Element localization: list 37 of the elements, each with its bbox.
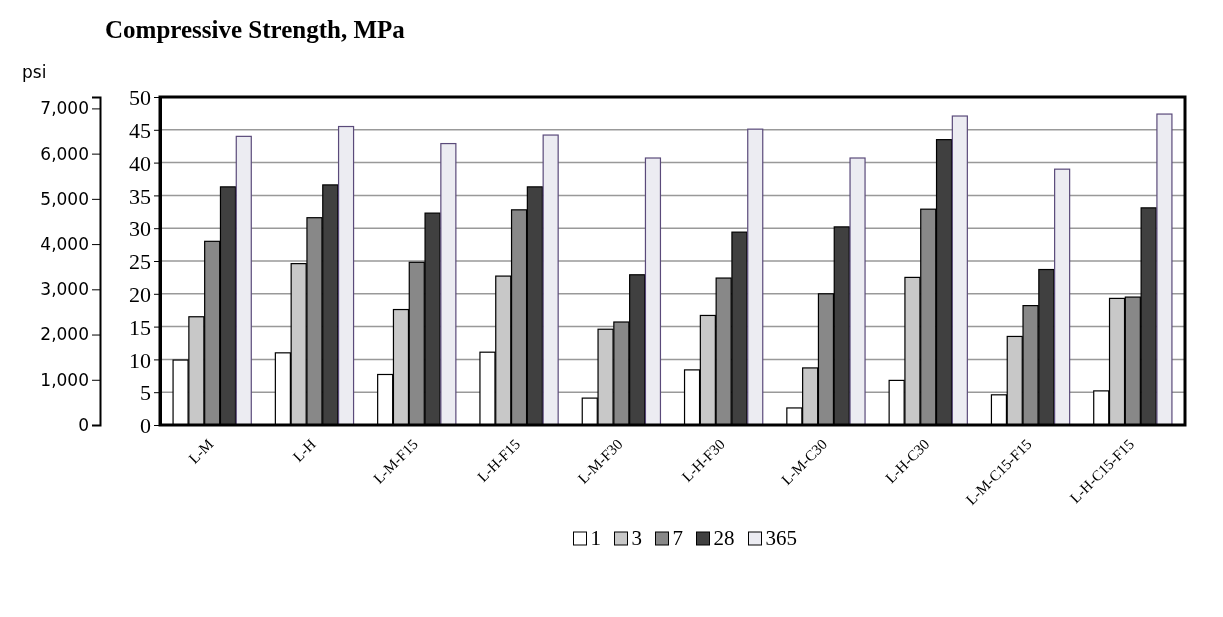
y2-tick-label: 0 (78, 414, 89, 435)
y2-tick-label: 1,000 (40, 369, 89, 390)
y-tick-label: 30 (129, 216, 151, 242)
y2-tick-label: 5,000 (40, 188, 89, 209)
legend-label: 1 (590, 526, 601, 550)
bar (1156, 113, 1173, 426)
y-tick-label: 0 (140, 413, 151, 439)
bar (644, 157, 662, 426)
y-tick-label: 15 (129, 314, 151, 340)
y-tick-label: 50 (129, 85, 151, 111)
y2-tick-label: 7,000 (40, 98, 89, 119)
chart-title: Compressive Strength, MPa (105, 16, 406, 43)
bar (849, 157, 866, 426)
y-tick-label: 35 (129, 183, 151, 209)
bar (1054, 168, 1071, 426)
legend-label: 7 (672, 526, 683, 550)
bar (542, 134, 559, 426)
legend-label: 28 (713, 526, 735, 550)
legend-label: 365 (765, 526, 797, 550)
bar (235, 135, 252, 426)
bar (440, 142, 457, 426)
legend-label: 3 (631, 526, 642, 550)
bar (337, 125, 355, 426)
x-tick-label: L-H (289, 435, 319, 465)
y-tick-label: 25 (129, 249, 151, 275)
y-tick-label: 45 (129, 118, 151, 143)
y-tick-label: 40 (129, 150, 151, 176)
y-tick-label: 5 (140, 380, 151, 406)
bar (951, 115, 968, 426)
y2-tick-label: 6,000 (40, 143, 89, 164)
y-tick-label: 20 (129, 282, 151, 307)
bar (747, 128, 764, 426)
y2-tick-label: 2,000 (40, 324, 89, 345)
y2-axis-title: psi (22, 62, 47, 82)
y-tick-label: 10 (129, 347, 151, 373)
y2-tick-label: 3,000 (40, 279, 89, 300)
y2-tick-label: 4,000 (40, 234, 89, 255)
